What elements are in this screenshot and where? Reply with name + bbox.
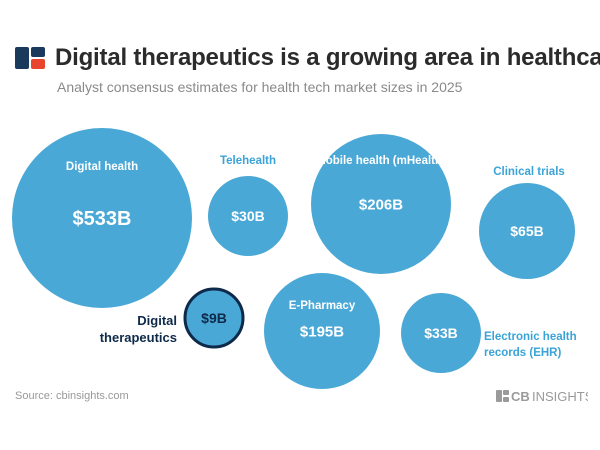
bubble-name-telehealth: Telehealth xyxy=(220,155,276,167)
brand-name-text: INSIGHTS xyxy=(532,389,588,404)
bubble-circle-mobile-health-mhealth xyxy=(311,134,451,274)
brand-mark-bottom xyxy=(503,397,509,402)
bubble-telehealth: $30B Telehealth xyxy=(208,155,288,256)
bubble-value-mobile-health-mhealth: $206B xyxy=(359,196,403,213)
logo-top-right-block xyxy=(31,47,45,57)
bubble-name-clinical-trials: Clinical trials xyxy=(493,166,565,178)
bubble-name-digital-health: Digital health xyxy=(66,161,138,173)
bubble-clinical-trials: $65B Clinical trials xyxy=(479,166,575,279)
bubble-value-electronic-health-records-ehr: $33B xyxy=(424,325,457,341)
bubble-value-e-pharmacy: $195B xyxy=(300,323,344,340)
bubble-circle-clinical-trials xyxy=(479,183,575,279)
chart-title: Digital therapeutics is a growing area i… xyxy=(55,44,600,71)
logo-bottom-right-block xyxy=(31,59,45,69)
brand-mark-left xyxy=(496,390,502,402)
bubble-circle-e-pharmacy xyxy=(264,273,380,389)
bubble-circle-electronic-health-records-ehr xyxy=(401,293,481,373)
bubble-circle-digital-therapeutics xyxy=(183,287,245,349)
bubble-circle-digital-health xyxy=(12,128,192,308)
brand-mark-top xyxy=(503,390,509,395)
cb-insights-logo xyxy=(15,47,45,69)
bubble-digital-therapeutics: $9B Digital therapeutics xyxy=(100,287,245,349)
logo-left-block xyxy=(15,47,29,69)
bubble-e-pharmacy: $195B E-Pharmacy xyxy=(264,273,380,389)
bubble-circle-telehealth xyxy=(208,176,288,256)
bubble-name-electronic-health-records-ehr: Electronic health records (EHR) xyxy=(484,331,577,359)
cb-insights-brand-logo: CB INSIGHTS xyxy=(496,389,588,404)
bubble-mobile-health-mhealth: $206B Mobile health (mHealth) xyxy=(311,134,451,274)
chart-subtitle: Analyst consensus estimates for health t… xyxy=(57,79,463,95)
bubble-digital-health: $533B Digital health xyxy=(12,128,192,308)
bubble-value-digital-health: $533B xyxy=(73,208,132,230)
bubble-name-digital-therapeutics: Digital therapeutics xyxy=(100,313,177,345)
brand-cb-text: CB xyxy=(511,389,530,404)
bubble-name-e-pharmacy: E-Pharmacy xyxy=(289,300,356,312)
bubble-value-clinical-trials: $65B xyxy=(510,223,543,239)
bubble-value-telehealth: $30B xyxy=(231,208,264,224)
bubble-name-mobile-health-mhealth: Mobile health (mHealth) xyxy=(316,155,446,167)
source-note: Source: cbinsights.com xyxy=(15,390,129,402)
bubble-value-digital-therapeutics: $9B xyxy=(201,310,227,326)
bubble-electronic-health-records-ehr: $33B Electronic health records (EHR) xyxy=(401,293,577,373)
